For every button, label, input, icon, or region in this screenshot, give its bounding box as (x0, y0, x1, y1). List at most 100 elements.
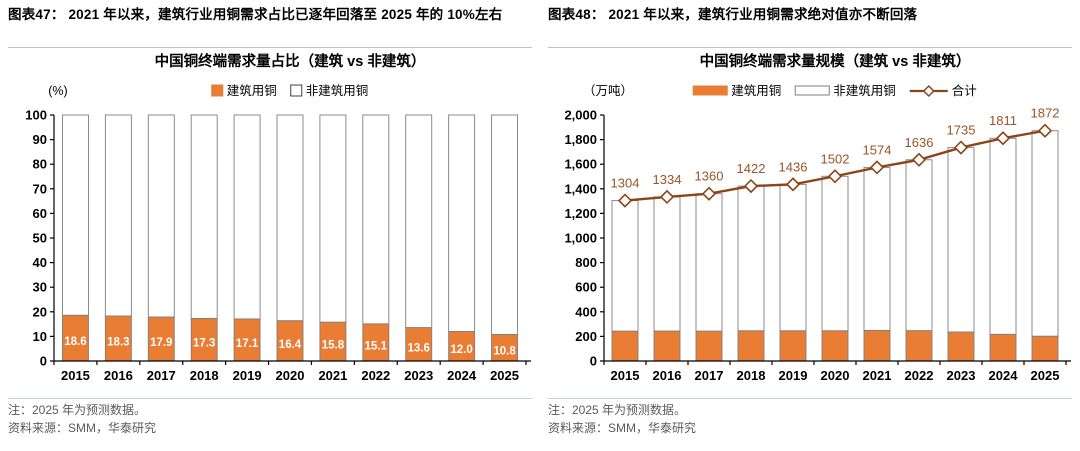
y-tick-label: 1,400 (564, 181, 597, 196)
figure-48: 图表48： 2021 年以来，建筑行业用铜需求绝对值亦不断回落 中国铜终端需求量… (540, 0, 1080, 451)
bar-segment (1031, 130, 1059, 337)
diamond-marker (869, 160, 885, 175)
figure-47-caption: 图表47： 2021 年以来，建筑行业用铜需求占比已逐年回落至 2025 年的 … (8, 7, 503, 22)
y-tick-label: 50 (33, 231, 47, 246)
x-tick-label: 2019 (779, 368, 808, 383)
x-tick-label: 2017 (695, 368, 724, 383)
x-tick-label: 2018 (190, 368, 219, 383)
x-tick-label: 2015 (611, 368, 640, 383)
x-tick-label: 2017 (147, 368, 176, 383)
x-tick-label: 2022 (905, 368, 934, 383)
y-tick-label: 2,000 (564, 108, 597, 123)
y-axis: 0 200 400 600 800 1,000 1,200 1,400 1,600 1,800 2,… (564, 108, 605, 369)
chart-legend: 建筑用铜 非建筑用铜 合计 (692, 83, 977, 98)
x-tick-label: 2016 (653, 368, 682, 383)
y-tick-label: 70 (33, 181, 47, 196)
diamond-marker (743, 178, 759, 194)
y-tick-label: 0 (590, 354, 597, 369)
x-tick-label: 2023 (404, 368, 433, 383)
line-value-label: 1574 (863, 142, 892, 157)
diamond-marker (911, 152, 927, 167)
bar-segment (821, 175, 849, 332)
figure-48-source: 资料来源：SMM，华泰研究 (548, 421, 696, 435)
bar-value-label: 15.8 (322, 340, 345, 352)
line-value-label: 1872 (1031, 106, 1060, 121)
line-value-label: 1304 (611, 176, 640, 191)
diamond-marker (1037, 123, 1053, 138)
y-tick-label: 600 (575, 280, 597, 295)
stacked-bar-chart-copper-demand-share: 中国铜终端需求量占比（建筑 vs 非建筑） (%) 建筑用铜 非建筑用铜 0 10 20 30… (25, 52, 531, 383)
y-tick-label: 1,200 (564, 206, 597, 221)
bar-segment (695, 330, 723, 362)
y-tick-label: 1,800 (564, 132, 597, 147)
bar-segment (947, 147, 975, 333)
y-tick-label: 100 (25, 108, 47, 123)
line-value-label: 1436 (779, 159, 808, 174)
bar-value-label: 15.1 (365, 340, 388, 352)
y-tick-label: 30 (33, 280, 47, 295)
bar-value-label: 18.6 (64, 336, 86, 348)
bar-segment (821, 330, 849, 362)
line-value-label: 1422 (737, 161, 766, 176)
bar-segment (190, 114, 218, 319)
bar-segment (405, 114, 433, 328)
y-tick-label: 800 (575, 255, 597, 270)
figure-47-source: 资料来源：SMM，华泰研究 (8, 421, 156, 435)
bar-value-label: 17.9 (150, 337, 172, 349)
bar-value-label: 18.3 (107, 336, 129, 348)
bar-segment (319, 114, 347, 323)
chart-title: 中国铜终端需求量占比（建筑 vs 非建筑） (155, 52, 426, 70)
bar-segment (319, 321, 347, 362)
bar-segment (62, 314, 89, 362)
x-tick-label: 2024 (989, 368, 1019, 383)
caption-divider (548, 47, 1072, 48)
total-line-series: 1304 1334 1360 1422 1436 1502 1574 1636 1735 1811… (611, 106, 1060, 208)
legend-label: 非建筑用铜 (833, 83, 896, 98)
bar-segment (737, 185, 765, 332)
x-axis: 2015 2016 2017 2018 2019 2020 2021 2022 2023 2024… (603, 360, 1071, 383)
bar-segment (362, 114, 390, 325)
bar-segment (233, 114, 261, 320)
diamond-marker (701, 186, 717, 201)
x-tick-label: 2015 (61, 368, 90, 383)
y-tick-label: 0 (40, 354, 47, 369)
x-tick-label: 2021 (863, 368, 892, 383)
line-value-label: 1334 (653, 172, 682, 187)
x-tick-label: 2025 (1031, 368, 1060, 383)
legend-swatch (290, 84, 303, 97)
x-tick-label: 2021 (318, 368, 347, 383)
x-tick-label: 2020 (276, 368, 305, 383)
bar-segment (104, 114, 132, 317)
figure-47-note: 注：2025 年为预测数据。 (8, 403, 147, 417)
line-value-label: 1811 (989, 113, 1017, 128)
bars-group (611, 130, 1059, 362)
y-tick-label: 40 (33, 255, 47, 270)
diamond-marker (785, 177, 801, 192)
footer-divider (8, 398, 532, 399)
diamond-marker (995, 131, 1011, 146)
bar-segment (611, 330, 639, 362)
bar-segment (448, 114, 476, 332)
y-tick-label: 90 (33, 132, 47, 147)
bar-segment (863, 329, 891, 362)
bar-segment (737, 330, 765, 362)
bar-segment (989, 333, 1017, 362)
legend-swatch (794, 85, 830, 96)
bar-segment (695, 193, 723, 332)
caption-divider (8, 47, 532, 48)
legend-swatch (692, 85, 728, 96)
bar-segment (653, 330, 681, 362)
bars-group: 18.6 18.3 17.9 17.3 17.1 16.4 15.8 15.1 13.6 12.0… (62, 114, 518, 362)
bar-segment (653, 196, 681, 332)
legend-label: 非建筑用铜 (306, 83, 369, 98)
y-axis: 0 10 20 30 40 50 60 70 80 90 100 (25, 108, 55, 369)
y-tick-label: 400 (575, 304, 597, 319)
bar-segment (989, 137, 1017, 335)
bar-segment (448, 331, 476, 362)
x-tick-label: 2024 (447, 368, 477, 383)
diamond-marker (617, 193, 633, 208)
bar-segment (779, 330, 807, 362)
figure-48-caption: 图表48： 2021 年以来，建筑行业用铜需求绝对值亦不断回落 (548, 7, 918, 22)
line-value-label: 1360 (695, 169, 724, 184)
bar-segment (491, 114, 518, 335)
